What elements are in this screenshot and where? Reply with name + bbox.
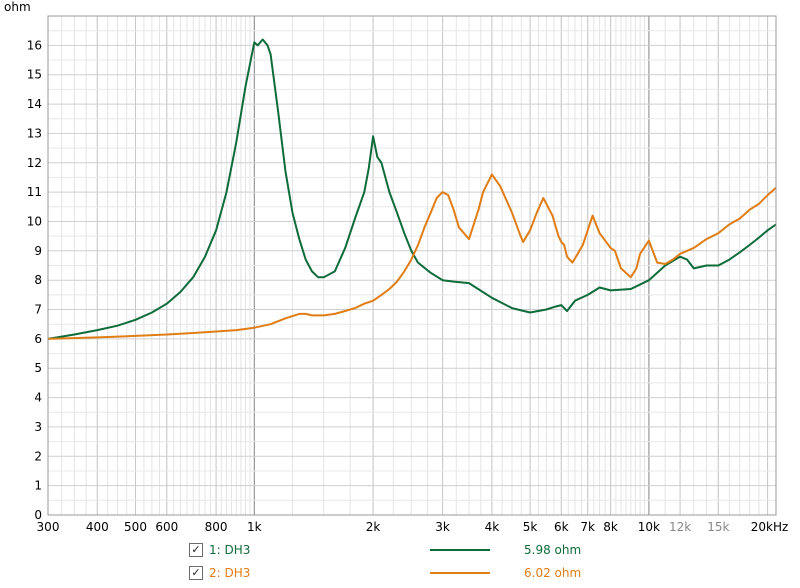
y-tick-label: 7 (34, 303, 42, 317)
legend-row-1: ✓ 1: DH3 5.98 ohm (0, 542, 800, 562)
legend-row-2: ✓ 2: DH3 6.02 ohm (0, 565, 800, 585)
series-2-reading: 6.02 ohm (524, 566, 582, 580)
y-tick-label: 4 (34, 391, 42, 405)
series-1-swatch (430, 549, 490, 551)
y-tick-label: 14 (27, 97, 42, 111)
series-2-checkbox[interactable]: ✓ (189, 566, 203, 580)
x-tick-label: 8k (603, 520, 618, 534)
x-tick-label: 7k (580, 520, 595, 534)
series-2-line (47, 173, 777, 340)
x-unit-suffix: Hz (773, 520, 788, 534)
y-tick-label: 8 (34, 273, 42, 287)
series-2-swatch (430, 572, 490, 574)
x-tick-label: 300 (37, 520, 60, 534)
x-tick-label: 1k (247, 520, 262, 534)
y-tick-label: 6 (34, 332, 42, 346)
x-tick-label: 4k (485, 520, 500, 534)
x-tick-labels: 300 400 500 600 800 1k 2k 3k 4k 5k 6k 7k 8k 10k 12k 15k… (37, 520, 789, 534)
y-tick-label: 10 (27, 215, 42, 229)
x-tick-label: 3k (435, 520, 450, 534)
series-1-name: 1: DH3 (209, 543, 251, 557)
plot-border (47, 15, 777, 516)
grid-lines (47, 15, 777, 516)
y-tick-label: 3 (34, 420, 42, 434)
y-axis-label: ohm (4, 0, 31, 14)
series-lines (47, 38, 777, 340)
y-tick-label: 12 (27, 156, 42, 170)
x-tick-label: 15k (707, 520, 729, 534)
x-tick-label: 400 (86, 520, 109, 534)
x-tick-label: 6k (554, 520, 569, 534)
x-tick-label: 2k (366, 520, 381, 534)
y-tick-label: 0 (34, 508, 42, 522)
series-1-checkbox[interactable]: ✓ (189, 543, 203, 557)
x-tick-label: 5k (523, 520, 538, 534)
y-tick-label: 11 (27, 185, 42, 199)
y-tick-label: 9 (34, 244, 42, 258)
x-tick-label: 10k (638, 520, 660, 534)
y-tick-label: 2 (34, 449, 42, 463)
x-tick-label: 800 (205, 520, 228, 534)
x-tick-label: 12k (669, 520, 691, 534)
y-tick-label: 15 (27, 68, 42, 82)
y-tick-label: 5 (34, 361, 42, 375)
x-tick-label: 20k (751, 520, 773, 534)
plot-frame (47, 15, 777, 516)
y-tick-label: 1 (34, 479, 42, 493)
x-tick-label: 600 (155, 520, 178, 534)
y-tick-label: 13 (27, 126, 42, 140)
series-1-reading: 5.98 ohm (524, 543, 582, 557)
series-1-line (47, 38, 777, 340)
series-2-name: 2: DH3 (209, 566, 251, 580)
y-tick-label: 16 (27, 38, 42, 52)
x-tick-label: 500 (124, 520, 147, 534)
